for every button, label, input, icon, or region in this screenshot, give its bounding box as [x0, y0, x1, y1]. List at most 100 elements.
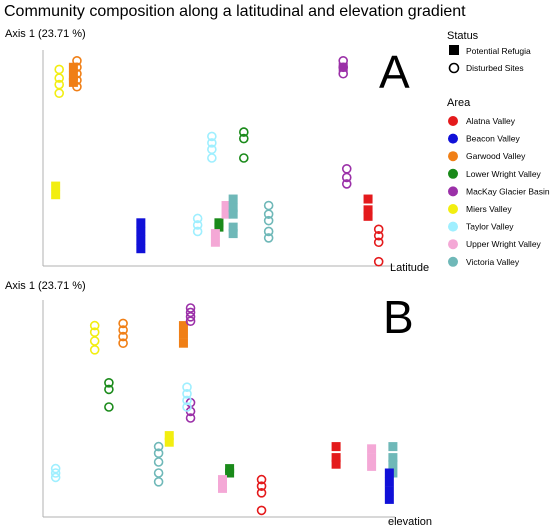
- point-beacon-valley-refugia-2: [384, 486, 394, 496]
- point-alatna-valley-disturbed-2: [256, 487, 267, 498]
- point-beacon-valley-refugia-3: [136, 244, 146, 254]
- point-alatna-valley-refugia-1: [363, 205, 373, 215]
- legend-label-mackay-glacier-basin: MacKay Glacier Basin: [466, 186, 550, 196]
- chart-title: Community composition along a latitudina…: [4, 3, 466, 20]
- point-miers-valley-disturbed-0: [54, 64, 65, 75]
- panel-b-ylabel: Axis 1 (23.71 %): [5, 280, 86, 292]
- point-taylor-valley-disturbed-1: [207, 138, 217, 148]
- panel-a-letter: A: [379, 46, 410, 98]
- point-taylor-valley-disturbed-4: [182, 388, 192, 399]
- panel-b-marks: [50, 303, 398, 516]
- point-upper-wright-valley-refugia-1: [218, 483, 227, 493]
- point-upper-wright-valley-refugia-2: [210, 229, 220, 239]
- point-upper-wright-valley-refugia-2: [367, 444, 377, 454]
- point-alatna-valley-refugia-1: [331, 453, 341, 463]
- point-mackay-glacier-basin-disturbed-5: [341, 179, 352, 189]
- point-alatna-valley-disturbed-2: [373, 237, 384, 248]
- legend: Status Potential Refugia Disturbed Sites…: [447, 30, 550, 267]
- point-taylor-valley-disturbed-3: [207, 153, 217, 163]
- point-beacon-valley-refugia-1: [136, 226, 146, 236]
- point-alatna-valley-refugia-0: [331, 442, 341, 452]
- panel-b-xlabel: elevation: [388, 516, 432, 528]
- point-alatna-valley-disturbed-3: [256, 505, 267, 516]
- point-victoria-valley-refugia-0: [228, 194, 238, 204]
- point-mackay-glacier-basin-disturbed-4: [341, 172, 352, 183]
- point-alatna-valley-refugia-2: [363, 211, 373, 221]
- point-miers-valley-disturbed-0: [89, 320, 100, 331]
- legend-open-circle-marker: [448, 62, 460, 74]
- point-miers-valley-refugia-1: [51, 190, 61, 200]
- point-victoria-valley-disturbed-3: [153, 468, 164, 478]
- panel-b-letter: B: [383, 291, 414, 343]
- legend-swatch-victoria-valley: [448, 256, 458, 267]
- point-victoria-valley-refugia-1: [388, 453, 398, 463]
- legend-label-upper-wright-valley: Upper Wright Valley: [466, 239, 542, 249]
- panel-a-marks: [51, 55, 384, 267]
- point-victoria-valley-disturbed-4: [263, 233, 274, 243]
- point-beacon-valley-refugia-1: [384, 477, 394, 487]
- point-miers-valley-refugia-0: [51, 181, 61, 191]
- point-miers-valley-disturbed-3: [89, 344, 100, 355]
- point-garwood-valley-disturbed-3: [118, 338, 128, 349]
- point-victoria-valley-disturbed-0: [263, 200, 274, 211]
- point-taylor-valley-disturbed-5: [192, 220, 203, 230]
- point-mackay-glacier-basin-disturbed-1: [185, 307, 196, 318]
- point-lower-wright-valley-disturbed-2: [104, 402, 114, 412]
- legend-swatch-mackay-glacier-basin: [448, 186, 458, 197]
- legend-swatch-garwood-valley: [448, 151, 458, 162]
- point-mackay-glacier-basin-disturbed-3: [185, 316, 196, 327]
- point-garwood-valley-refugia-0: [178, 321, 188, 331]
- point-alatna-valley-disturbed-0: [256, 474, 267, 485]
- point-victoria-valley-disturbed-2: [153, 457, 164, 467]
- point-mackay-glacier-basin-refugia-0: [338, 62, 348, 72]
- point-alatna-valley-disturbed-3: [373, 256, 384, 267]
- point-victoria-valley-disturbed-0: [153, 441, 164, 452]
- point-beacon-valley-refugia-0: [136, 218, 146, 228]
- point-victoria-valley-refugia-2: [228, 209, 238, 219]
- point-taylor-valley-disturbed-6: [182, 402, 192, 412]
- point-beacon-valley-refugia-0: [384, 468, 394, 478]
- legend-label-taylor-valley: Taylor Valley: [466, 222, 514, 232]
- point-garwood-valley-refugia-1: [68, 71, 78, 81]
- point-lower-wright-valley-disturbed-1: [239, 133, 249, 144]
- legend-label-lower-wright-valley: Lower Wright Valley: [466, 169, 542, 179]
- legend-area-list: Alatna Valley Beacon Valley Garwood Valley…: [448, 116, 550, 267]
- point-taylor-valley-disturbed-1: [50, 468, 61, 478]
- panel-a-ylabel: Axis 1 (23.71 %): [5, 28, 86, 40]
- legend-status-refugia: Potential Refugia: [466, 46, 531, 56]
- point-lower-wright-valley-refugia-1: [225, 468, 235, 478]
- point-garwood-valley-disturbed-0: [118, 318, 128, 329]
- point-alatna-valley-refugia-2: [331, 459, 341, 469]
- panel-a-xlabel: Latitude: [390, 262, 429, 274]
- point-garwood-valley-refugia-2: [178, 338, 188, 348]
- point-taylor-valley-disturbed-3: [182, 382, 192, 393]
- point-victoria-valley-disturbed-4: [153, 476, 164, 487]
- point-miers-valley-disturbed-2: [89, 336, 100, 346]
- point-victoria-valley-refugia-1: [228, 203, 238, 213]
- point-victoria-valley-refugia-2: [388, 459, 398, 469]
- legend-swatch-upper-wright-valley: [448, 239, 458, 250]
- point-garwood-valley-refugia-0: [68, 62, 78, 72]
- point-victoria-valley-disturbed-3: [263, 226, 274, 237]
- point-alatna-valley-disturbed-1: [373, 230, 384, 241]
- point-victoria-valley-refugia-0: [388, 442, 398, 452]
- panel-b: Axis 1 (23.71 %) elevation B: [5, 280, 432, 528]
- point-miers-valley-disturbed-3: [54, 88, 65, 98]
- point-garwood-valley-disturbed-1: [118, 325, 128, 335]
- point-victoria-valley-refugia-3: [228, 222, 238, 232]
- legend-label-beacon-valley: Beacon Valley: [466, 134, 520, 144]
- point-victoria-valley-refugia-4: [228, 229, 238, 239]
- legend-status-title: Status: [447, 30, 479, 42]
- point-alatna-valley-disturbed-1: [256, 481, 267, 492]
- legend-label-miers-valley: Miers Valley: [466, 204, 512, 214]
- legend-swatch-alatna-valley: [448, 116, 458, 126]
- legend-label-alatna-valley: Alatna Valley: [466, 116, 516, 126]
- point-upper-wright-valley-refugia-3: [367, 453, 377, 463]
- point-mackay-glacier-basin-disturbed-3: [341, 164, 352, 174]
- point-lower-wright-valley-disturbed-0: [239, 127, 249, 137]
- point-miers-valley-refugia-0: [164, 431, 174, 441]
- point-upper-wright-valley-refugia-0: [221, 201, 231, 211]
- point-upper-wright-valley-refugia-3: [210, 237, 220, 247]
- legend-label-garwood-valley: Garwood Valley: [466, 151, 526, 161]
